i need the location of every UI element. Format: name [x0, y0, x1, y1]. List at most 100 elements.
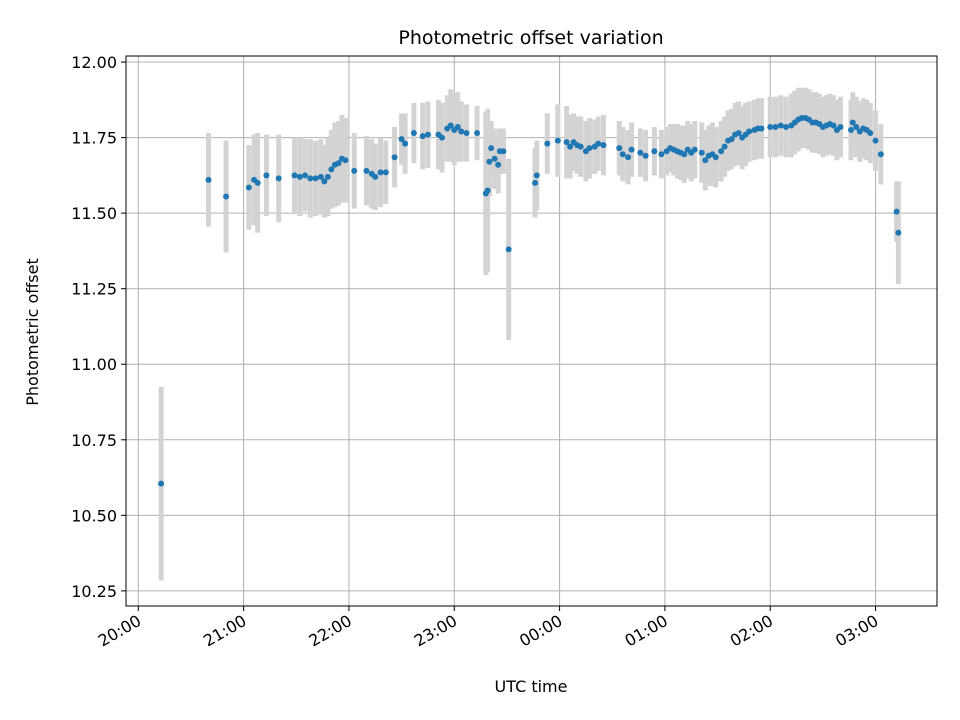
data-point: [495, 161, 502, 168]
data-point: [372, 173, 379, 180]
data-points: [158, 114, 902, 487]
data-point: [532, 179, 539, 186]
data-point: [721, 143, 728, 150]
y-axis-label: Photometric offset: [23, 258, 42, 406]
data-point: [254, 179, 261, 186]
data-point: [895, 229, 902, 236]
data-point: [577, 143, 584, 150]
data-point: [735, 130, 742, 137]
data-point: [691, 146, 698, 153]
y-tick-label: 11.25: [71, 280, 117, 299]
data-point: [438, 134, 445, 141]
data-point: [619, 151, 626, 158]
chart-title: Photometric offset variation: [398, 27, 663, 49]
y-tick-label: 11.50: [71, 204, 117, 223]
data-point: [847, 127, 854, 134]
data-point: [718, 148, 725, 155]
data-point: [491, 155, 498, 162]
data-point: [616, 145, 623, 152]
data-point: [651, 148, 658, 155]
data-point: [533, 172, 540, 179]
data-point: [296, 173, 303, 180]
y-tick-label: 10.75: [71, 431, 117, 450]
y-tick-label: 10.25: [71, 582, 117, 601]
data-point: [447, 122, 454, 129]
data-point: [867, 130, 874, 137]
plot-frame: [125, 55, 938, 607]
data-point: [424, 131, 431, 138]
data-point: [474, 130, 481, 137]
data-point: [830, 122, 837, 129]
data-point: [554, 137, 561, 144]
data-point: [363, 167, 370, 174]
data-point: [382, 169, 389, 176]
data-point: [335, 160, 342, 167]
data-point: [767, 124, 774, 131]
data-point: [158, 480, 165, 487]
data-point: [595, 140, 602, 147]
data-point: [463, 130, 470, 137]
data-point: [328, 166, 335, 173]
data-point: [488, 145, 495, 152]
data-point: [872, 137, 879, 144]
y-tick-label: 11.00: [71, 355, 117, 374]
data-point: [642, 152, 649, 159]
y-tick-label: 10.50: [71, 506, 117, 525]
data-point: [837, 124, 844, 131]
data-point: [351, 167, 358, 174]
data-point: [321, 178, 328, 185]
data-point: [544, 140, 551, 147]
data-point: [486, 158, 493, 165]
data-point: [317, 173, 324, 180]
data-point: [398, 136, 405, 143]
x-axis-label: UTC time: [495, 677, 568, 696]
data-point: [712, 154, 719, 161]
data-point: [698, 149, 705, 156]
data-point: [505, 246, 512, 253]
data-point: [223, 193, 230, 200]
data-point: [877, 151, 884, 158]
data-point: [291, 172, 298, 179]
data-point: [628, 146, 635, 153]
data-point: [702, 157, 709, 164]
data-point: [454, 124, 461, 131]
data-point: [402, 140, 409, 147]
data-point: [324, 173, 331, 180]
data-point: [419, 133, 426, 140]
data-point: [410, 130, 417, 137]
data-point: [893, 208, 900, 215]
data-point: [263, 172, 270, 179]
data-point: [302, 172, 309, 179]
data-point: [245, 184, 252, 191]
data-point: [758, 125, 765, 132]
data-point: [275, 175, 282, 182]
data-point: [637, 149, 644, 156]
data-point: [728, 136, 735, 143]
data-point: [205, 176, 212, 183]
y-tick-label: 11.75: [71, 129, 117, 148]
data-point: [625, 154, 632, 161]
data-point: [484, 187, 491, 194]
data-point: [600, 142, 607, 149]
data-point: [307, 175, 314, 182]
data-point: [853, 124, 860, 131]
data-point: [777, 122, 784, 129]
data-point: [586, 145, 593, 152]
data-point: [342, 157, 349, 164]
data-point: [783, 124, 790, 131]
data-point: [772, 124, 779, 131]
y-axis: 10.25 10.50 10.75 11.00 11.25 11.50 11.75 12.00: [71, 53, 126, 601]
data-point: [746, 128, 753, 135]
data-point: [377, 169, 384, 176]
data-point: [567, 143, 574, 150]
data-point: [391, 154, 398, 161]
y-tick-label: 12.00: [71, 53, 117, 72]
data-point: [563, 139, 570, 146]
data-point: [500, 148, 507, 155]
data-point: [312, 175, 319, 182]
data-point: [458, 128, 465, 135]
data-point: [658, 151, 665, 158]
data-point: [849, 119, 856, 126]
data-point: [681, 151, 688, 158]
